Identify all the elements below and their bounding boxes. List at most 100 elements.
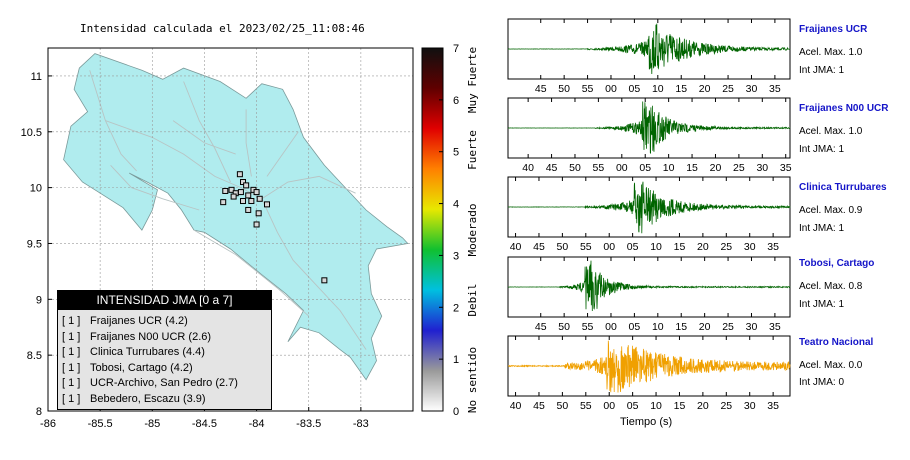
waveform-x-tick-label: 40 — [510, 400, 522, 412]
waveform-x-tick-label: 30 — [744, 400, 756, 412]
legend-list: [ 1 ] Fraijanes UCR (4.2) [ 1 ] Fraijanes … — [58, 314, 271, 407]
waveform-x-tick-label: 35 — [769, 321, 781, 333]
waveform-x-tick-label: 25 — [722, 321, 734, 333]
station-marker — [243, 182, 250, 189]
waveform-x-tick-label: 30 — [746, 321, 758, 333]
waveform-x-tick-label: 25 — [722, 83, 734, 95]
legend-item: [ 1 ] Fraijanes N00 UCR (2.6) — [62, 330, 212, 343]
waveform-x-tick-label: 35 — [767, 400, 779, 412]
legend-item: [ 1 ] Tobosi, Cartago (4.2) — [62, 361, 193, 374]
station-marker — [245, 206, 252, 213]
station-marker — [321, 277, 328, 284]
station-name-5: Teatro Nacional — [799, 337, 874, 348]
station-jma-2: Int JMA: 1 — [799, 144, 845, 155]
waveform-x-tick-label: 10 — [650, 400, 662, 412]
waveform-x-tick-label: 45 — [546, 162, 558, 174]
colorbar-tick-label: 1 — [453, 354, 459, 366]
waveform-x-tick-label: 50 — [569, 162, 581, 174]
station-accel-4: Acel. Max. 0.8 — [799, 281, 863, 292]
station-jma-3: Int JMA: 1 — [799, 223, 845, 234]
map-frame — [47, 47, 414, 412]
map-y-tick-label: 11 — [31, 71, 42, 83]
road-line — [183, 81, 231, 183]
station-marker — [253, 221, 260, 228]
waveform-x-tick-label: 00 — [603, 400, 615, 412]
waveform-x-tick-label: 30 — [756, 162, 768, 174]
waveform-x-tick-label: 45 — [533, 241, 545, 253]
map-x-tick-label: -86 — [40, 418, 56, 430]
colorbar-zone-label: No sentido — [466, 347, 479, 413]
colorbar-tick-label: 0 — [453, 406, 459, 418]
colorbar-zone-label: Muy Fuerte — [466, 47, 479, 113]
station-jma-4: Int JMA: 1 — [799, 299, 845, 310]
station-marker — [248, 198, 255, 205]
waveform-trace — [508, 260, 791, 312]
colorbar-zone-label: Moderado — [466, 204, 479, 257]
station-marker — [222, 187, 229, 194]
road-line — [193, 229, 310, 317]
colorbar-tick-label: 2 — [453, 302, 459, 314]
road-line — [172, 120, 236, 155]
map-title: Intensidad calculada el 2023/02/25_11:08… — [80, 22, 365, 35]
waveform-x-tick-label: 35 — [767, 241, 779, 253]
costa-rica-landmass — [63, 53, 409, 381]
station-accel-3: Acel. Max. 0.9 — [799, 205, 863, 216]
waveform-x-tick-label: 20 — [697, 241, 709, 253]
waveform-x-tick-label: 05 — [629, 321, 641, 333]
waveform-x-tick-label: 45 — [535, 321, 547, 333]
waveform-x-tick-label: 45 — [535, 83, 547, 95]
station-marker — [245, 192, 252, 199]
colorbar-tick-label: 6 — [453, 95, 459, 107]
road-line — [261, 175, 356, 200]
waveform-x-tick-label: 35 — [769, 83, 781, 95]
station-marker — [253, 189, 260, 196]
waveform-x-tick-label: 15 — [675, 321, 687, 333]
waveform-x-tick-label: 50 — [557, 400, 569, 412]
waveform-x-tick-label: 15 — [686, 162, 698, 174]
intensity-legend: INTENSIDAD JMA [0 a 7] [ 1 ] Fraijanes UC… — [57, 290, 272, 410]
legend-item: [ 1 ] Fraijanes UCR (4.2) — [62, 315, 188, 327]
station-marker — [255, 210, 262, 217]
waveform-x-tick-label: 40 — [510, 241, 522, 253]
colorbar-tick-label: 7 — [453, 43, 459, 55]
waveform-x-tick-label: 00 — [616, 162, 628, 174]
station-marker — [240, 198, 247, 205]
waveform-x-tick-label: 55 — [580, 400, 592, 412]
waveform-trace — [508, 340, 791, 393]
legend-item: [ 1 ] Bebedero, Escazu (3.9) — [62, 392, 206, 405]
waveform-x-tick-label: 10 — [663, 162, 675, 174]
waveform-x-tick-label: 10 — [650, 241, 662, 253]
waveform-x-tick-label: 50 — [557, 241, 569, 253]
waveform-x-tick-label: 55 — [580, 241, 592, 253]
road-line — [261, 198, 367, 350]
road-line — [89, 70, 137, 172]
waveform-x-tick-label: 30 — [744, 241, 756, 253]
waveform-x-tick-label: 25 — [720, 400, 732, 412]
waveform-trace — [508, 181, 791, 234]
waveform-x-tick-label: 00 — [603, 241, 615, 253]
waveform-x-tick-label: 05 — [627, 241, 639, 253]
waveform-x-tick-label: 15 — [674, 241, 686, 253]
waveform-x-tick-label: 55 — [582, 321, 594, 333]
waveform-x-tick-label: 20 — [697, 400, 709, 412]
colorbar-tick-label: 5 — [453, 147, 459, 159]
station-marker — [220, 199, 227, 206]
waveform-x-tick-label: 05 — [627, 400, 639, 412]
legend-title: INTENSIDAD JMA [0 a 7] — [58, 291, 271, 310]
station-marker — [237, 189, 244, 196]
road-line — [110, 164, 200, 211]
road-line — [105, 120, 263, 200]
waveform-x-tick-label: 10 — [652, 321, 664, 333]
legend-item: [ 1 ] UCR-Archivo, San Pedro (2.7) — [62, 377, 238, 389]
map-y-tick-label: 10.5 — [21, 127, 42, 139]
waveform-x-axis-title: Tiempo (s) — [620, 416, 673, 428]
station-accel-2: Acel. Max. 1.0 — [799, 126, 863, 137]
station-jma-1: Int JMA: 1 — [799, 65, 845, 76]
waveform-x-tick-label: 15 — [675, 83, 687, 95]
road-line — [266, 131, 299, 177]
waveform-x-tick-label: 00 — [605, 83, 617, 95]
intensity-colorbar — [421, 47, 444, 412]
waveform-x-tick-label: 55 — [582, 83, 594, 95]
road-line — [245, 109, 252, 177]
waveform-x-tick-label: 20 — [699, 83, 711, 95]
